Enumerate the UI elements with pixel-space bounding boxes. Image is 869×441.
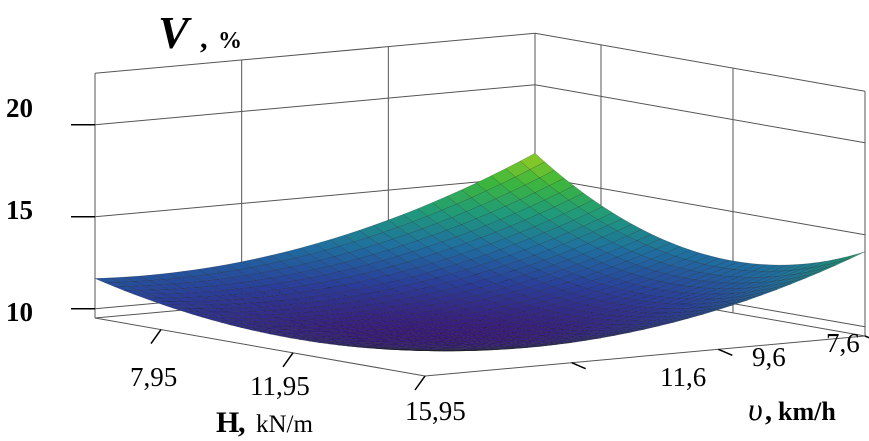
v-tick-mark [571, 361, 586, 370]
surface-patch [840, 251, 866, 262]
axis-ticks [71, 124, 869, 391]
z-tick-label: 10 [6, 297, 33, 327]
surface-patch [415, 350, 440, 351]
box-edge [534, 32, 866, 92]
h-tick-mark [150, 329, 162, 345]
v-tick-label: 7,6 [826, 328, 860, 358]
v-axis-comma: , [765, 396, 772, 427]
box-edge [424, 335, 866, 377]
z-axis-unit: % [218, 28, 242, 54]
v-tick-label: 9,6 [752, 342, 786, 372]
h-tick-label: 11,95 [250, 371, 310, 401]
h-tick-label: 15,95 [405, 396, 466, 426]
z-tick-label: 20 [6, 93, 33, 123]
box-edge [94, 317, 426, 377]
h-tick-mark [282, 352, 294, 368]
h-axis-unit: kN/m [256, 411, 314, 438]
box-edge [94, 32, 536, 74]
v-axis-unit: km/h [778, 397, 836, 426]
z-axis-comma: , [200, 22, 208, 55]
z-axis-label: V [158, 7, 192, 58]
v-tick-label: 11,6 [660, 362, 706, 392]
grid-line [534, 176, 866, 236]
h-tick-mark [414, 375, 426, 391]
v-axis-label: υ [748, 391, 763, 427]
h-tick-label: 7,95 [130, 362, 177, 392]
v-tick-mark [718, 348, 733, 357]
grid-line [534, 84, 866, 144]
h-axis-label: H [216, 406, 239, 439]
z-tick-label: 15 [6, 195, 33, 225]
v-tick-mark [864, 335, 869, 339]
grid-line [94, 176, 536, 218]
grid-line [94, 84, 536, 126]
h-axis-comma: , [238, 406, 246, 439]
surface-mesh [94, 152, 866, 352]
surface-patch [830, 254, 856, 265]
